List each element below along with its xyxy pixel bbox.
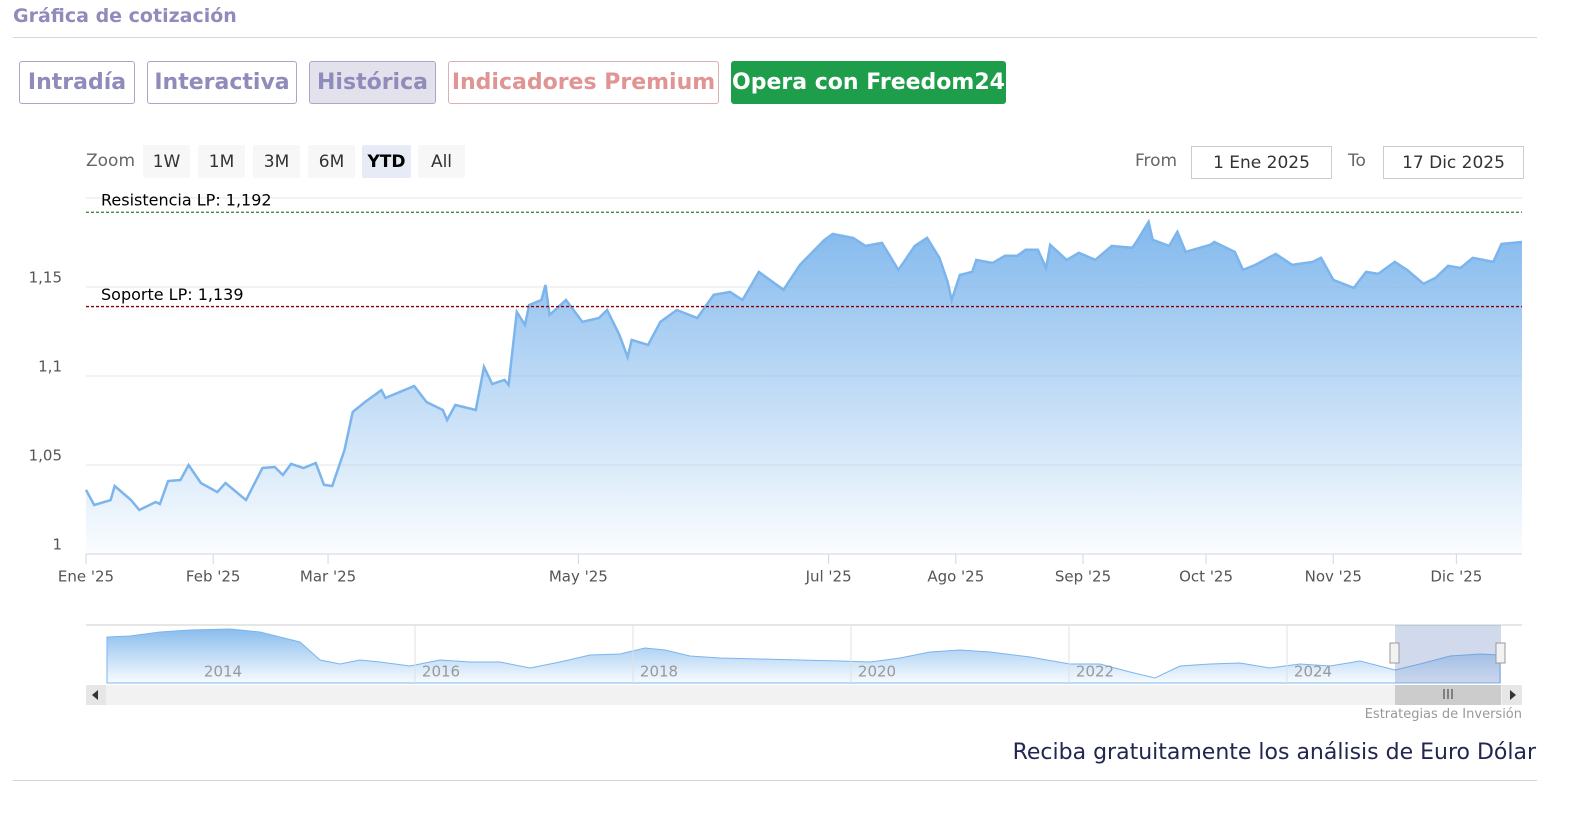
tab-active[interactable]: Histórica <box>309 61 436 104</box>
grip-icon <box>1443 689 1453 699</box>
to-input[interactable]: 17 Dic 2025 <box>1383 146 1524 179</box>
x-tick-label: Ago '25 <box>927 568 984 586</box>
x-tick-label: Ene '25 <box>58 568 114 586</box>
x-tick-label: Oct '25 <box>1179 568 1233 586</box>
navigator-label: 2014 <box>204 663 242 681</box>
divider <box>13 780 1537 781</box>
navigator: 2014 2016 2018 2020 2022 2024 <box>86 624 1522 705</box>
from-label: From <box>1135 151 1178 171</box>
credit: Estrategias de Inversión <box>1364 707 1522 722</box>
zoom-button[interactable]: 3M <box>253 145 300 178</box>
y-tick-label: 1 <box>52 536 62 554</box>
zoom-button-active[interactable]: YTD <box>362 145 411 178</box>
divider <box>13 37 1537 38</box>
navigator-series <box>106 628 1501 684</box>
arrow-icon <box>1510 690 1516 700</box>
price-line <box>84 218 1523 512</box>
zoom-button[interactable]: 1M <box>198 145 245 178</box>
y-tick-label: 1,05 <box>29 447 62 465</box>
x-tick-label: Sep '25 <box>1055 568 1111 586</box>
navigator-label: 2022 <box>1076 663 1114 681</box>
from-input[interactable]: 1 Ene 2025 <box>1191 146 1332 179</box>
plot-line-label: Resistencia LP: 1,192 <box>101 191 272 210</box>
to-label: To <box>1348 151 1366 171</box>
zoom-button[interactable]: 6M <box>308 145 355 178</box>
section-title: Gráfica de cotización <box>13 5 237 27</box>
x-tick-label: May '25 <box>549 568 608 586</box>
zoom-label: Zoom <box>86 151 136 171</box>
area-fill <box>86 221 1522 554</box>
y-tick-label: 1,15 <box>29 269 62 287</box>
x-tick-label: Nov '25 <box>1305 568 1362 586</box>
zoom-button[interactable]: All <box>418 145 465 178</box>
y-tick-label: 1,1 <box>38 358 62 376</box>
x-tick-label: Dic '25 <box>1430 568 1482 586</box>
x-tick-label: Mar '25 <box>300 568 356 586</box>
navigator-handle[interactable] <box>1495 642 1506 664</box>
footer-link[interactable]: Reciba gratuitamente los análisis de Eur… <box>1012 740 1536 765</box>
scrollbar-track[interactable] <box>86 685 1522 705</box>
main-plot: 1 1,05 1,1 1,15 Ene '25 Feb '25 Mar '25 May '25… <box>29 191 1523 586</box>
navigator-label: 2024 <box>1294 663 1332 681</box>
navigator-label: 2020 <box>858 663 896 681</box>
navigator-label: 2016 <box>422 663 460 681</box>
plot-line-label: Soporte LP: 1,139 <box>101 285 244 304</box>
tab[interactable]: Intradía <box>19 61 135 104</box>
x-tick-label: Feb '25 <box>186 568 241 586</box>
navigator-handle[interactable] <box>1389 642 1400 664</box>
zoom-button[interactable]: 1W <box>143 145 190 178</box>
tab[interactable]: Interactiva <box>147 61 297 104</box>
navigator-selection[interactable] <box>1395 625 1501 683</box>
arrow-icon <box>92 690 98 700</box>
navigator-label: 2018 <box>640 663 678 681</box>
x-tick-label: Jul '25 <box>805 568 852 586</box>
tab[interactable]: Indicadores Premium <box>448 61 719 104</box>
cta-button[interactable]: Opera con Freedom24 <box>731 61 1006 104</box>
